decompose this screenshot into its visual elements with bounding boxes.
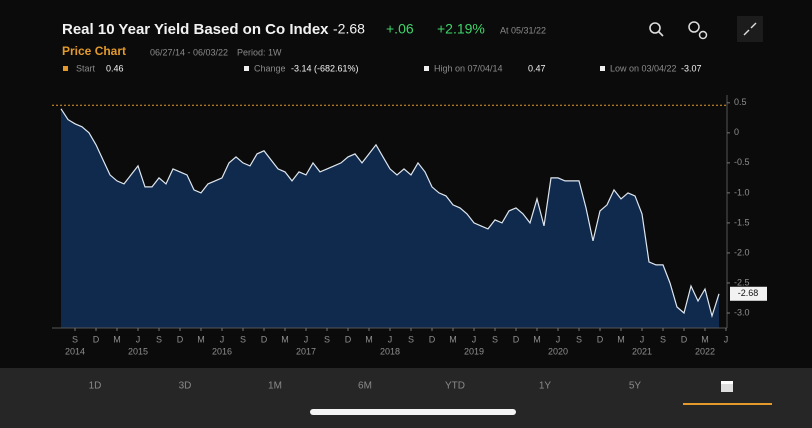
- high-swatch: [424, 66, 429, 71]
- x-tick-label: S: [492, 334, 498, 344]
- year-label: 2018: [380, 346, 400, 356]
- y-tick-label: -2.5: [734, 277, 750, 287]
- year-label: 2021: [632, 346, 652, 356]
- last-value-label: -2.68: [738, 288, 759, 298]
- change-swatch: [244, 66, 249, 71]
- x-tick-label: S: [408, 334, 414, 344]
- x-tick-label: D: [681, 334, 688, 344]
- low-label: Low on 03/04/22: [610, 63, 677, 73]
- time-tab[interactable]: 5Y: [629, 381, 642, 392]
- tab-bar: [0, 368, 812, 428]
- x-tick-label: S: [576, 334, 582, 344]
- x-tick-label: D: [177, 334, 184, 344]
- y-tick-label: 0: [734, 127, 739, 137]
- year-label: 2014: [65, 346, 85, 356]
- time-tab[interactable]: 1D: [89, 381, 102, 392]
- x-tick-label: J: [640, 334, 645, 344]
- settings-icon[interactable]: [688, 21, 708, 40]
- collapse-icon[interactable]: [737, 16, 763, 42]
- low-swatch: [600, 66, 605, 71]
- as-of: At 05/31/22: [500, 25, 546, 35]
- start-label: Start: [76, 63, 96, 73]
- x-tick-label: D: [93, 334, 100, 344]
- y-tick-label: -1.0: [734, 187, 750, 197]
- x-tick-label: J: [388, 334, 393, 344]
- y-tick-label: -2.0: [734, 247, 750, 257]
- x-tick-label: D: [261, 334, 268, 344]
- x-tick-label: J: [220, 334, 225, 344]
- y-tick-label: -1.5: [734, 217, 750, 227]
- x-tick-label: M: [617, 334, 625, 344]
- year-label: 2017: [296, 346, 316, 356]
- title: Real 10 Year Yield Based on Co Index: [62, 21, 329, 38]
- time-tab[interactable]: 3D: [179, 381, 192, 392]
- high-value: 0.47: [528, 63, 546, 73]
- change-pct: +2.19%: [437, 21, 485, 37]
- start-value: 0.46: [106, 63, 124, 73]
- y-tick-label: -3.0: [734, 307, 750, 317]
- x-tick-label: J: [136, 334, 141, 344]
- x-tick-label: S: [156, 334, 162, 344]
- x-tick-label: M: [533, 334, 541, 344]
- line: [60, 108, 720, 319]
- x-tick-label: M: [449, 334, 457, 344]
- time-tab[interactable]: 1Y: [539, 381, 552, 392]
- change-value: -3.14 (-682.61%): [291, 63, 359, 73]
- x-tick-label: J: [556, 334, 561, 344]
- time-tab[interactable]: 1M: [268, 381, 282, 392]
- calendar-icon[interactable]: [683, 381, 772, 405]
- x-tick-label: S: [324, 334, 330, 344]
- y-tick-label: -0.5: [734, 157, 750, 167]
- y-tick-label: 0.5: [734, 97, 747, 107]
- year-label: 2016: [212, 346, 232, 356]
- x-tick-label: D: [345, 334, 352, 344]
- last-value-badge: [730, 286, 767, 301]
- year-label: 2015: [128, 346, 148, 356]
- x-tick-label: M: [281, 334, 289, 344]
- time-tab[interactable]: 6M: [358, 381, 372, 392]
- date-range: 06/27/14 - 06/03/22: [150, 47, 228, 57]
- x-tick-label: J: [724, 334, 729, 344]
- year-label: 2020: [548, 346, 568, 356]
- time-tab[interactable]: YTD: [445, 381, 465, 392]
- x-tick-label: J: [304, 334, 309, 344]
- x-tick-label: D: [513, 334, 520, 344]
- search-icon[interactable]: [649, 22, 664, 37]
- low-value: -3.07: [681, 63, 702, 73]
- price-chart-label: Price Chart: [62, 44, 126, 58]
- x-tick-label: D: [597, 334, 604, 344]
- x-tick-label: S: [240, 334, 246, 344]
- x-tick-label: M: [701, 334, 709, 344]
- x-tick-label: M: [197, 334, 205, 344]
- x-tick-label: S: [72, 334, 78, 344]
- x-tick-label: D: [429, 334, 436, 344]
- change-label: Change: [254, 63, 286, 73]
- home-indicator: [310, 409, 516, 415]
- x-tick-label: M: [365, 334, 373, 344]
- high-label: High on 07/04/14: [434, 63, 503, 73]
- x-tick-label: J: [472, 334, 477, 344]
- change: +.06: [386, 21, 414, 37]
- year-label: 2022: [695, 346, 715, 356]
- x-tick-label: M: [113, 334, 121, 344]
- area: [61, 108, 719, 328]
- period: Period: 1W: [237, 47, 282, 57]
- price: -2.68: [333, 21, 365, 37]
- start-swatch: [63, 66, 68, 71]
- x-tick-label: S: [660, 334, 666, 344]
- year-label: 2019: [464, 346, 484, 356]
